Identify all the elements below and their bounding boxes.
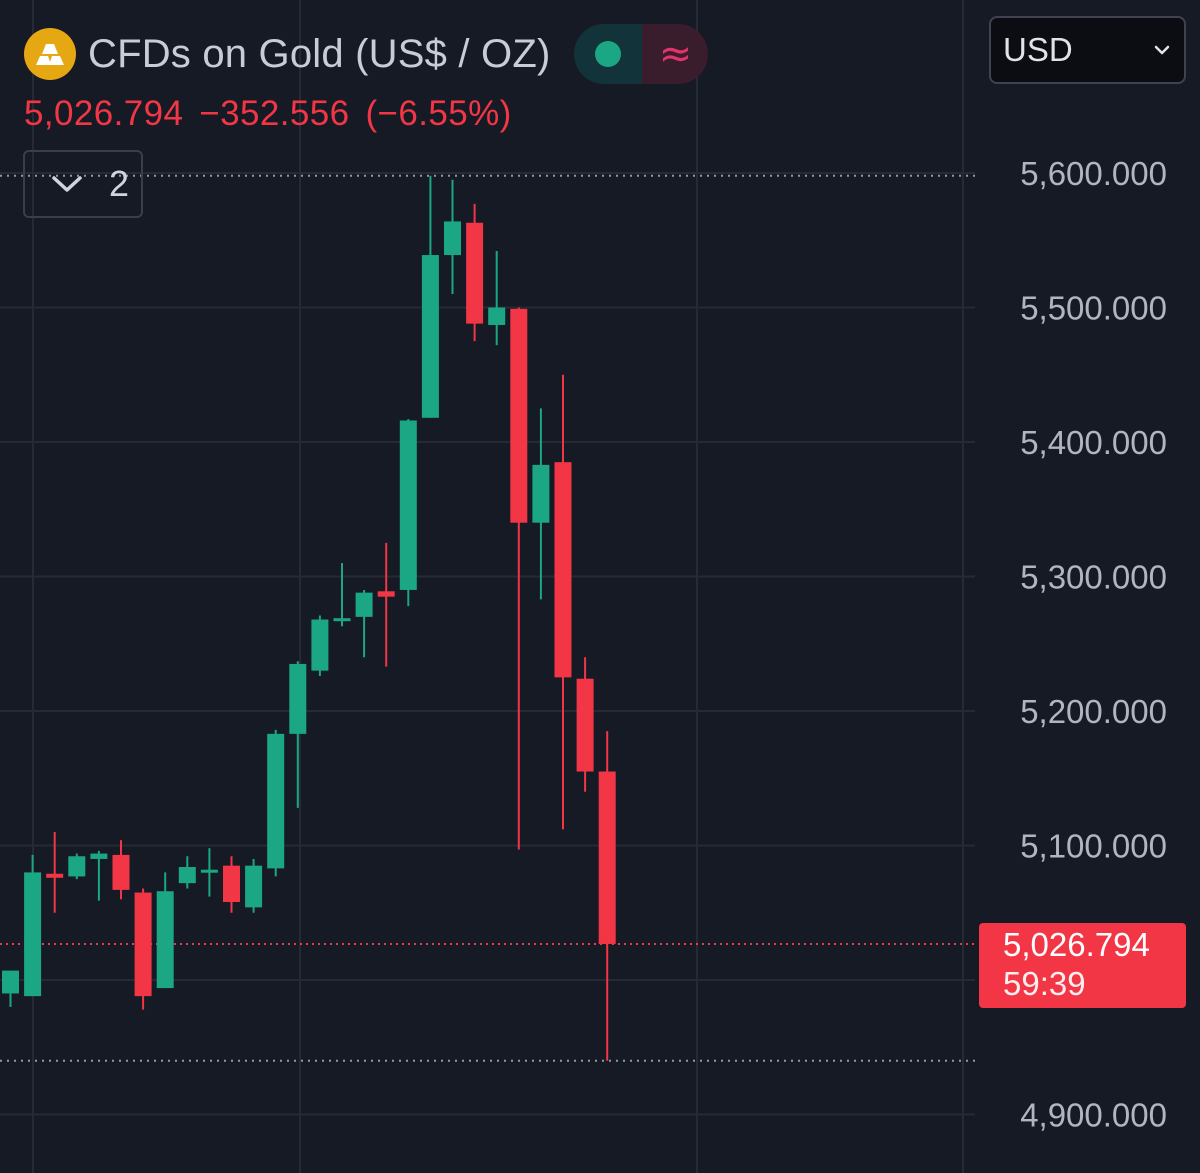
y-axis-tick-label: 5,400.000 xyxy=(1020,424,1167,461)
gold-bars-icon xyxy=(24,28,76,80)
indicators-toggle-button[interactable]: 2 xyxy=(23,150,143,218)
candle-body-up xyxy=(24,872,42,997)
symbol-title[interactable]: CFDs on Gold (US$ / OZ) xyxy=(88,31,551,76)
bar-countdown: 59:39 xyxy=(1003,965,1086,1002)
candle-body-up xyxy=(444,221,461,256)
candle-body-down xyxy=(598,771,616,944)
y-axis-tick-label: 4,900.000 xyxy=(1020,1097,1167,1134)
delayed-data-wave-icon[interactable]: ≈ xyxy=(642,24,709,84)
quote-line: 5,026.794 −352.556 (−6.55%) xyxy=(24,94,528,134)
candle-body-up xyxy=(399,420,417,590)
candle-body-down xyxy=(134,892,152,997)
y-axis-tick-label: 5,600.000 xyxy=(1020,155,1167,192)
candle-body-down xyxy=(510,308,528,523)
market-status-pill[interactable]: ≈ xyxy=(574,24,709,84)
candle-body-down xyxy=(554,462,572,678)
symbol-header: CFDs on Gold (US$ / OZ) ≈ xyxy=(24,24,709,84)
y-axis-tick-label: 5,100.000 xyxy=(1020,828,1167,865)
currency-select[interactable]: USD xyxy=(989,16,1186,84)
candle-body-up xyxy=(200,869,218,873)
candle-body-up xyxy=(267,733,285,869)
chevron-down-icon xyxy=(52,176,82,192)
candle-body-up xyxy=(68,856,86,877)
candle-body-up xyxy=(355,592,373,617)
y-axis-tick-label: 5,300.000 xyxy=(1020,559,1167,596)
currency-value: USD xyxy=(1003,31,1073,68)
current-price-label: 5,026.794 xyxy=(1003,926,1150,963)
candle-body-up xyxy=(488,307,506,325)
last-price: 5,026.794 xyxy=(24,94,184,133)
candle-body-up xyxy=(311,619,329,671)
price-change: −352.556 xyxy=(199,94,350,133)
candle-body-up xyxy=(289,663,307,734)
y-axis-tick-label: 5,200.000 xyxy=(1020,693,1167,730)
candle-body-down xyxy=(466,222,484,324)
y-axis-tick-label: 5,500.000 xyxy=(1020,290,1167,327)
chevron-down-icon xyxy=(1154,45,1170,55)
market-open-dot-icon[interactable] xyxy=(574,24,643,84)
candle-body-up xyxy=(90,853,108,859)
candle-body-up xyxy=(333,618,351,622)
indicators-count: 2 xyxy=(109,163,130,204)
candle-body-up xyxy=(245,865,263,908)
candle-body-down xyxy=(112,854,130,890)
candle-body-down xyxy=(576,678,594,772)
current-price-tag: 5,026.794 59:39 xyxy=(979,923,1186,1008)
candle-body-up xyxy=(178,867,196,884)
price-change-percent: (−6.55%) xyxy=(365,94,512,133)
candle-body-up xyxy=(156,891,174,989)
candle-body-up xyxy=(532,464,550,523)
candle-body-down xyxy=(46,873,64,878)
candle-body-down xyxy=(223,865,240,902)
candle-body-up xyxy=(2,970,19,994)
candle-body-up xyxy=(421,255,439,418)
candle-body-down xyxy=(377,591,395,597)
